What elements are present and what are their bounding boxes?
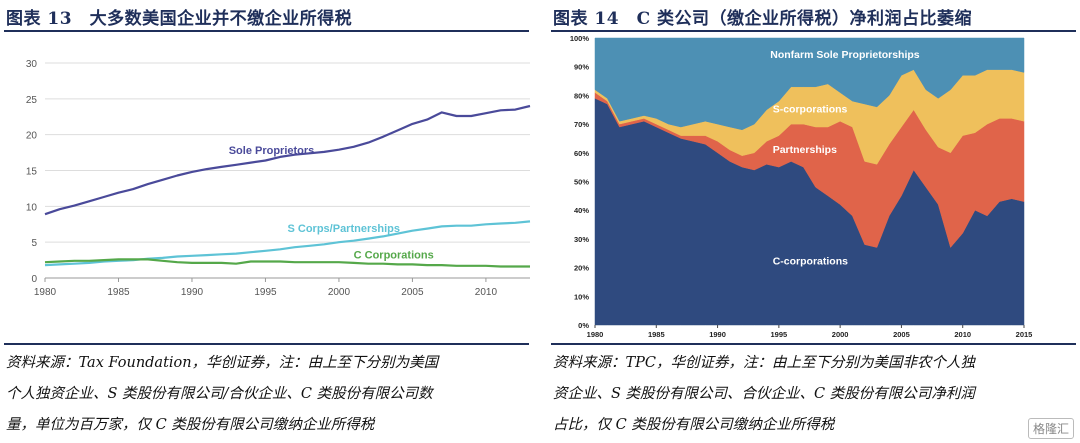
x-tick-label: 1980 [587,330,604,339]
y-tick-label: 0 [31,274,37,285]
y-tick-label: 15 [26,167,38,178]
x-tick-label: 2000 [832,330,849,339]
x-tick-label: 1990 [181,287,204,298]
source-line: 量，单位为百万家，仅 C 类股份有限公司缴纳企业所得税 [6,417,375,433]
x-tick-label: 2010 [475,287,498,298]
area-label: C-corporations [773,256,848,268]
source-line: 个人独资企业、S 类股份有限公司/合伙企业、C 类股份有限公司数 [6,386,433,402]
area-label: S-corporations [773,104,848,116]
figure-13-panel: 图表 13 大多数美国企业并不缴企业所得税 0 5 10 15 20 25 30 1980 19… [0,0,533,443]
figure-13-title: 图表 13 大多数美国企业并不缴企业所得税 [6,9,353,29]
series-line-sole-proprietors [44,104,531,216]
y-tick-label: 10 [26,202,38,213]
x-tick-label: 1995 [254,287,277,298]
watermark-logo: 格隆汇 [1027,418,1074,439]
source-line: 占比，仅 C 类股份有限公司缴纳企业所得税 [553,417,835,433]
y-tick-label: 5 [31,238,37,249]
area-label: Nonfarm Sole Proprietorships [770,49,920,61]
y-tick-label: 30 [26,59,38,70]
x-tick-label: 1980 [34,287,57,298]
y-tick-label: 100% [570,34,590,43]
figure-13-top-rule [4,30,529,32]
stacked-area-chart: 0% 10% 20% 30% 40% 50% 60% 70% 80% 90% 100% 1980 198… [570,34,1033,339]
figure-14-panel: 图表 14 C 类公司（缴企业所得税）净利润占比萎缩 0% 10% 20% 30% 40… [547,0,1080,443]
y-tick-label: 70% [574,120,589,129]
y-tick-label: 80% [574,91,589,100]
y-tick-label: 30% [574,235,589,244]
source-line: 资企业、S 类股份有限公司、合伙企业、C 类股份有限公司净利润 [553,386,975,402]
series-label: C Corporations [354,249,434,261]
x-tick-label: 1985 [648,330,665,339]
series-label: Sole Proprietors [229,145,315,157]
series-line-c-corporations [44,258,530,268]
series-label: S Corps/Partnerships [288,223,400,235]
y-tick-label: 20% [574,264,589,273]
figure-13-source-note: 资料来源：Tax Foundation，华创证券，注：由上至下分别为美国 个人独… [6,348,529,441]
source-line: 资料来源：Tax Foundation，华创证券，注：由上至下分别为美国 [6,355,439,371]
y-tick-label: 20 [26,131,38,142]
x-tick-label: 2000 [328,287,351,298]
x-tick-label: 2010 [954,330,971,339]
figure-13-bottom-rule [4,343,529,345]
source-line: 资料来源：TPC，华创证券，注：由上至下分别为美国非农个人独 [553,355,976,371]
area-nonfarm-sole-proprietorships [594,37,1025,131]
x-tick-label: 2005 [893,330,910,339]
figure-14-top-rule [551,30,1076,32]
figure-14-title: 图表 14 C 类公司（缴企业所得税）净利润占比萎缩 [553,9,973,29]
y-tick-label: 40% [574,206,589,215]
y-tick-label: 25 [26,95,38,106]
y-tick-label: 50% [574,178,589,187]
y-tick-label: 0% [578,321,589,330]
x-tick-label: 2005 [401,287,424,298]
x-tick-label: 1995 [771,330,788,339]
y-tick-label: 90% [574,63,589,72]
figure-14-bottom-rule [551,343,1076,345]
x-tick-label: 1990 [709,330,726,339]
y-tick-label: 10% [574,292,589,301]
area-label: Partnerships [773,144,837,156]
x-tick-label: 2015 [1016,330,1033,339]
figure-14-source-note: 资料来源：TPC，华创证券，注：由上至下分别为美国非农个人独 资企业、S 类股份… [553,348,1076,441]
line-chart: 0 5 10 15 20 25 30 1980 1985 1990 1995 2000 2005 2010… [26,59,531,298]
y-tick-label: 60% [574,149,589,158]
x-tick-label: 1985 [107,287,130,298]
